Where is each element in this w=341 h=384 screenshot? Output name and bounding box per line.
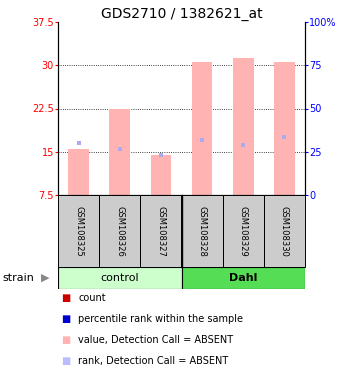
Text: GSM108328: GSM108328 bbox=[197, 205, 207, 257]
Bar bbox=[181, 267, 305, 289]
Bar bbox=[233, 58, 254, 195]
Text: ■: ■ bbox=[61, 314, 71, 324]
Bar bbox=[151, 155, 171, 195]
Text: rank, Detection Call = ABSENT: rank, Detection Call = ABSENT bbox=[78, 356, 229, 366]
Bar bbox=[99, 195, 140, 267]
Bar bbox=[264, 195, 305, 267]
Title: GDS2710 / 1382621_at: GDS2710 / 1382621_at bbox=[101, 7, 262, 21]
Text: Dahl: Dahl bbox=[229, 273, 257, 283]
Bar bbox=[274, 62, 295, 195]
Text: ▶: ▶ bbox=[41, 273, 50, 283]
Text: percentile rank within the sample: percentile rank within the sample bbox=[78, 314, 243, 324]
Text: GSM108325: GSM108325 bbox=[74, 205, 83, 257]
Text: ■: ■ bbox=[61, 335, 71, 345]
Text: GSM108326: GSM108326 bbox=[115, 205, 124, 257]
Text: count: count bbox=[78, 293, 106, 303]
Bar bbox=[109, 109, 130, 195]
Bar bbox=[181, 195, 223, 267]
Text: GSM108327: GSM108327 bbox=[157, 205, 165, 257]
Text: ■: ■ bbox=[61, 356, 71, 366]
Bar bbox=[192, 62, 212, 195]
Bar bbox=[223, 195, 264, 267]
Text: GSM108330: GSM108330 bbox=[280, 205, 289, 257]
Text: GSM108329: GSM108329 bbox=[239, 205, 248, 257]
Text: strain: strain bbox=[2, 273, 34, 283]
Text: ■: ■ bbox=[61, 293, 71, 303]
Bar bbox=[68, 149, 89, 195]
Bar bbox=[58, 195, 99, 267]
Text: control: control bbox=[101, 273, 139, 283]
Bar bbox=[140, 195, 181, 267]
Bar bbox=[58, 267, 181, 289]
Text: value, Detection Call = ABSENT: value, Detection Call = ABSENT bbox=[78, 335, 234, 345]
